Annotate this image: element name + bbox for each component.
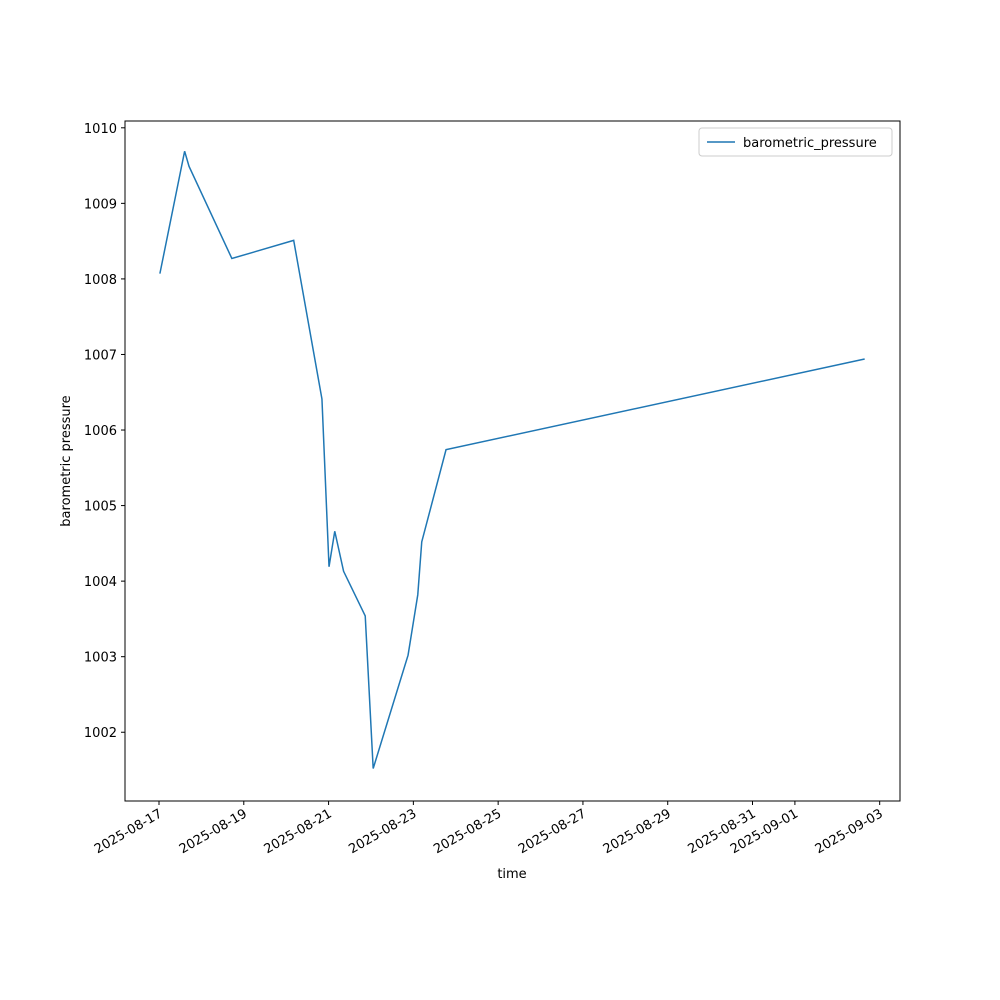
- x-tick-label: 2025-08-23: [346, 806, 419, 857]
- plot-frame: [124, 120, 901, 802]
- x-tick-label: 2025-08-25: [431, 806, 504, 857]
- y-tick-label: 1007: [84, 348, 117, 363]
- y-tick-label: 1008: [84, 273, 117, 288]
- y-tick-label: 1010: [84, 122, 117, 137]
- x-tick-label: 2025-08-27: [516, 806, 589, 857]
- x-tick-label: 2025-08-17: [92, 806, 165, 857]
- y-tick-label: 1005: [84, 500, 117, 515]
- y-tick-label: 1004: [84, 575, 117, 590]
- legend-label: barometric_pressure: [743, 136, 877, 151]
- x-tick-label: 2025-08-19: [177, 806, 250, 857]
- data-line: [159, 151, 865, 769]
- y-axis-label: barometric pressure: [59, 395, 74, 526]
- y-tick-label: 1009: [84, 197, 117, 212]
- x-tick-label: 2025-09-03: [813, 806, 886, 857]
- y-tick-label: 1002: [84, 726, 117, 741]
- legend-box: [698, 127, 893, 157]
- y-tick-label: 1003: [84, 651, 117, 666]
- y-tick-label: 1006: [84, 424, 117, 439]
- x-tick-label: 2025-08-21: [262, 806, 335, 857]
- x-tick-label: 2025-08-29: [601, 806, 674, 857]
- x-axis-label: time: [497, 867, 526, 882]
